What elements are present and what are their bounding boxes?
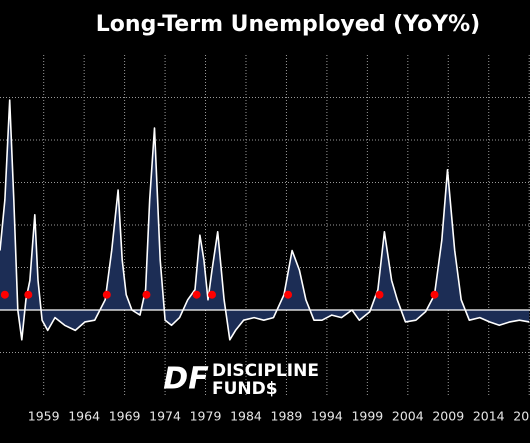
recession-marker	[430, 290, 439, 299]
recession-marker	[375, 290, 384, 299]
x-tick-label: 1969	[109, 409, 141, 424]
x-tick-label: 1964	[68, 409, 100, 424]
x-tick-label: 1974	[149, 409, 181, 424]
x-axis: 1959 1964 1969 1974 1979 1984 1989 1994 1999 2004…	[28, 409, 530, 424]
watermark-line1: DISCIPLINE	[212, 361, 319, 381]
x-tick-label: 1989	[271, 409, 303, 424]
x-tick-label: 1979	[190, 409, 222, 424]
watermark: DF DISCIPLINE FUND$	[163, 361, 319, 399]
chart-title: Long-Term Unemployed (YoY%)	[96, 12, 480, 37]
x-tick-label: 1984	[230, 409, 262, 424]
watermark-line2: FUND$	[212, 379, 278, 399]
title-band	[0, 0, 530, 52]
plot	[0, 99, 530, 341]
x-tick-label: 1999	[351, 409, 383, 424]
recession-marker	[0, 290, 9, 299]
watermark-logo: DF	[163, 362, 209, 397]
x-tick-label: 2019	[513, 409, 530, 424]
recession-marker	[142, 290, 151, 299]
recession-marker	[102, 290, 111, 299]
x-tick-label: 1994	[311, 409, 343, 424]
recession-marker	[208, 290, 216, 299]
recession-marker	[192, 290, 201, 299]
recession-marker	[284, 290, 293, 299]
x-tick-label: 2004	[392, 409, 424, 424]
x-tick-label: 2009	[432, 409, 464, 424]
area	[0, 100, 530, 340]
line	[0, 99, 530, 341]
x-tick-label: 1959	[28, 409, 60, 424]
recession-marker	[24, 290, 33, 299]
x-tick-label: 2014	[473, 409, 505, 424]
